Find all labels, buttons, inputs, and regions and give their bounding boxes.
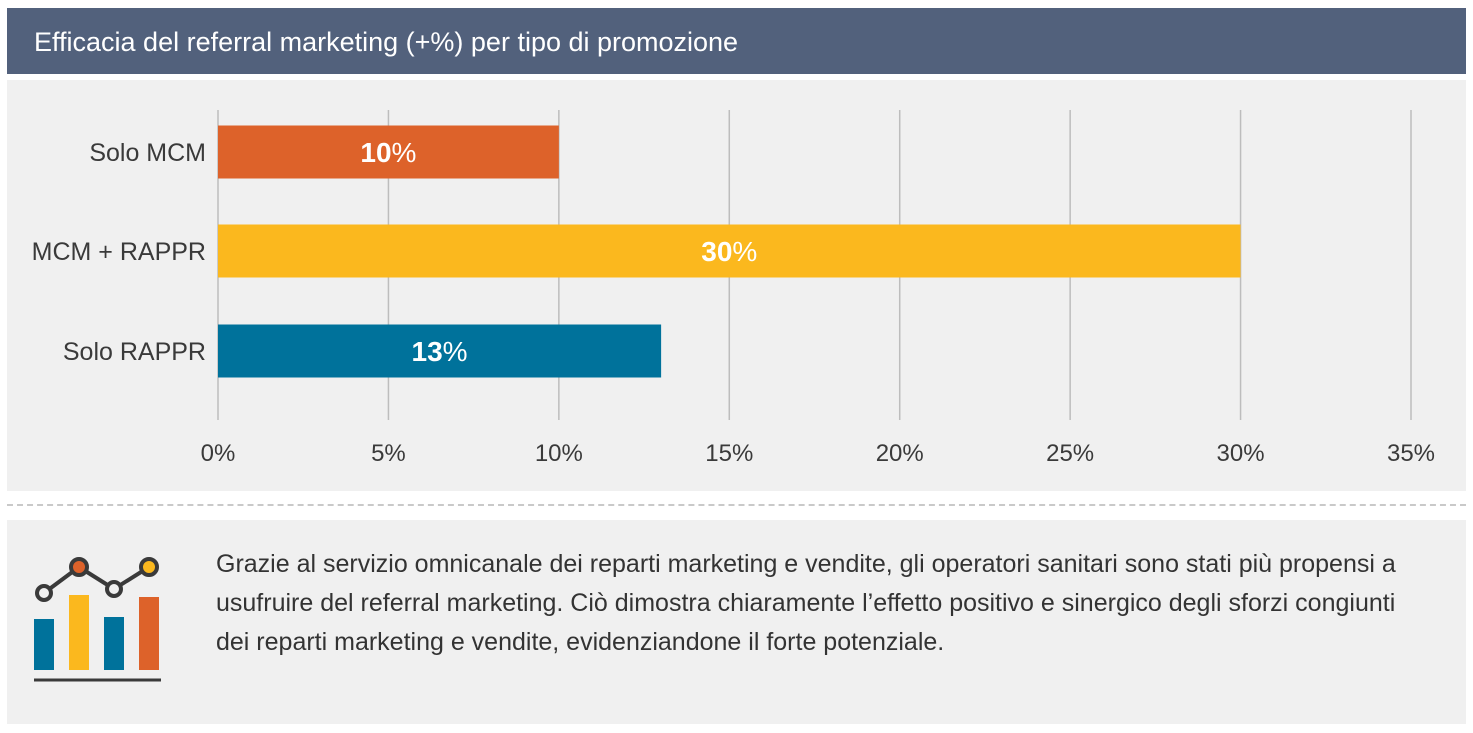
data-label: 10%	[360, 137, 416, 168]
category-label: Solo MCM	[89, 139, 206, 167]
x-tick-label: 0%	[201, 440, 236, 467]
category-label: Solo RAPPR	[63, 338, 206, 366]
x-tick-label: 25%	[1046, 440, 1094, 467]
data-label: 13%	[412, 336, 468, 367]
chart-header: Efficacia del referral marketing (+%) pe…	[7, 8, 1466, 74]
bar-chart: 0% 5% 10% 15% 20% 25% 30% 35% Solo MCM 10% MCM + R…	[32, 110, 1435, 467]
data-label: 30%	[701, 236, 757, 267]
x-tick-label: 30%	[1217, 440, 1265, 467]
chart-title: Efficacia del referral marketing (+%) pe…	[34, 27, 739, 57]
bar	[218, 125, 559, 179]
x-tick-label: 35%	[1387, 440, 1435, 467]
x-tick-label: 20%	[876, 440, 924, 467]
x-tick-label: 15%	[705, 440, 753, 467]
x-tick-label: 10%	[535, 440, 583, 467]
chart-panel: 0% 5% 10% 15% 20% 25% 30% 35% Solo MCM 10% MCM + R…	[7, 80, 1466, 491]
note-panel: Grazie al servizio omnicanale dei repart…	[7, 520, 1466, 724]
bar	[218, 224, 1241, 278]
dashed-divider	[7, 504, 1466, 506]
bar-line-chart-icon	[34, 557, 161, 682]
category-label: MCM + RAPPR	[32, 238, 206, 266]
x-tick-label: 5%	[371, 440, 406, 467]
bar	[218, 324, 662, 378]
note-text: Grazie al servizio omnicanale dei repart…	[216, 550, 1396, 656]
